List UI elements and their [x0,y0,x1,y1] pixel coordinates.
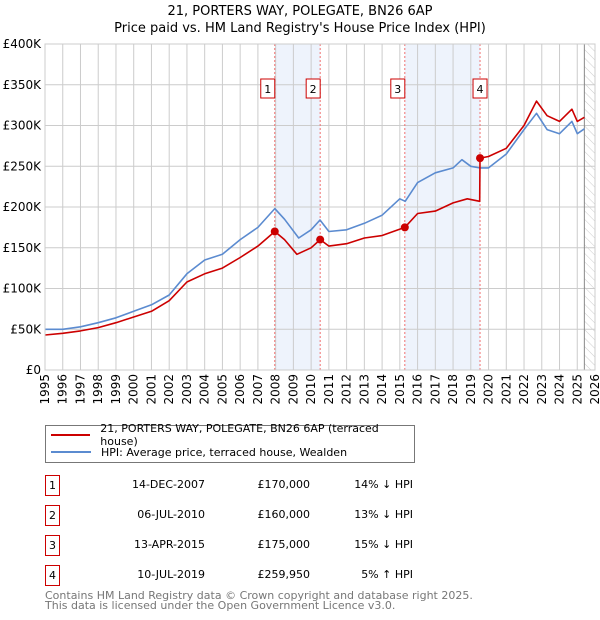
hpi-line [45,112,585,331]
sale-price: £160,000 [257,508,311,521]
x-tick-label: 2014 [375,374,389,405]
x-tick-label: 2022 [517,374,531,405]
x-tick-label: 2005 [215,374,229,405]
x-tick-label: 2010 [304,374,318,405]
x-tick-label: 2002 [162,374,176,405]
x-tick-label: 1996 [56,374,70,405]
sale-date: 13-APR-2015 [133,538,205,551]
x-tick-label: 1998 [91,374,105,405]
sale-number-badge: 3 [45,535,60,556]
footer-copyright: Contains HM Land Registry data © Crown c… [45,589,473,602]
hpi-diff: 13% ↓ HPI [354,508,413,521]
x-tick-label: 2007 [251,374,265,405]
sale-badge-label: 1 [264,83,271,96]
x-tick-label: 2016 [411,374,425,405]
footer-licence: This data is licensed under the Open Gov… [45,599,396,612]
table-row: 1 14-DEC-2007 £170,000 14% ↓ HPI [45,475,445,497]
x-tick-label: 2008 [269,374,283,405]
chart-title: 21, PORTERS WAY, POLEGATE, BN26 6AP [167,4,433,19]
x-tick-label: 2020 [482,374,496,405]
x-tick-label: 2003 [180,374,194,405]
x-tick-label: 2004 [198,374,212,405]
legend-swatch-red [51,434,91,436]
legend-item-property: 21, PORTERS WAY, POLEGATE, BN26 6AP (ter… [51,422,414,448]
x-tick-label: 2024 [553,374,567,405]
hpi-diff: 15% ↓ HPI [354,538,413,551]
x-tick-label: 2000 [127,374,141,405]
x-tick-label: 1997 [73,374,87,405]
legend-label: HPI: Average price, terraced house, Weal… [101,445,348,459]
x-tick-label: 2012 [340,374,354,405]
sale-point [400,223,409,232]
sale-number-badge: 1 [45,475,60,496]
x-tick-label: 2018 [446,374,460,405]
sale-price: £175,000 [257,538,311,551]
y-tick-label: £50K [10,322,42,336]
x-tick-label: 2011 [322,374,336,405]
x-tick-label: 2015 [393,374,407,405]
x-tick-label: 2021 [499,374,513,405]
price-chart: 1995 1996 1997 1998 1999 2000 2001 2002 2003 2004… [3,37,600,405]
sale-date: 10-JUL-2019 [137,568,205,581]
sale-date: 14-DEC-2007 [131,478,205,491]
sale-badge [260,78,276,99]
legend-label: 21, PORTERS WAY, POLEGATE, BN26 6AP (ter… [100,422,379,448]
sale-badge-label: 2 [310,83,317,96]
footer: Contains HM Land Registry data © Crown c… [45,589,473,612]
y-tick-label: £150K [3,241,43,255]
table-row: 4 10-JUL-2019 £259,950 5% ↑ HPI [45,565,445,587]
y-tick-label: £100K [3,282,43,296]
y-tick-label: £350K [3,78,43,92]
x-tick-label: 2026 [588,374,600,405]
y-tick-label: £250K [3,159,43,173]
sale-date: 06-JUL-2010 [137,508,205,521]
legend-swatch-blue [51,451,91,453]
sale-point [270,227,279,236]
legend: 21, PORTERS WAY, POLEGATE, BN26 6AP (ter… [45,422,415,463]
sale-badge [472,78,488,99]
plot-border [44,43,596,371]
x-tick-label: 2019 [464,374,478,405]
legend-item-hpi: HPI: Average price, terraced house, Weal… [51,444,347,460]
hpi-diff: 5% ↑ HPI [361,568,413,581]
sale-number-badge: 4 [45,565,60,586]
sale-point [476,154,485,163]
y-tick-label: £200K [3,200,43,214]
sale-badge-label: 4 [477,83,484,96]
sale-badge [390,78,406,99]
x-tick-label: 2001 [144,374,158,405]
x-tick-label: 2025 [570,374,584,405]
sale-number-badge: 2 [45,505,60,526]
x-tick-label: 2006 [233,374,247,405]
x-tick-label: 1999 [109,374,123,405]
table-row: 2 06-JUL-2010 £160,000 13% ↓ HPI [45,505,445,527]
y-tick-label: £0 [26,363,41,377]
property-price-line [44,100,585,336]
x-tick-label: 1995 [38,374,52,405]
x-tick-label: 2013 [357,374,371,405]
sale-badge [305,78,321,99]
sale-price: £259,950 [257,568,311,581]
x-tick-label: 2023 [535,374,549,405]
sale-point [316,235,325,244]
x-tick-label: 2017 [428,374,442,405]
y-tick-label: £300K [3,119,43,133]
table-row: 3 13-APR-2015 £175,000 15% ↓ HPI [45,535,445,557]
sale-badge-label: 3 [394,83,401,96]
sale-price: £170,000 [257,478,311,491]
chart-subtitle: Price paid vs. HM Land Registry's House … [114,21,486,36]
y-tick-label: £400K [3,37,43,51]
x-tick-label: 2009 [286,374,300,405]
hpi-diff: 14% ↓ HPI [354,478,413,491]
